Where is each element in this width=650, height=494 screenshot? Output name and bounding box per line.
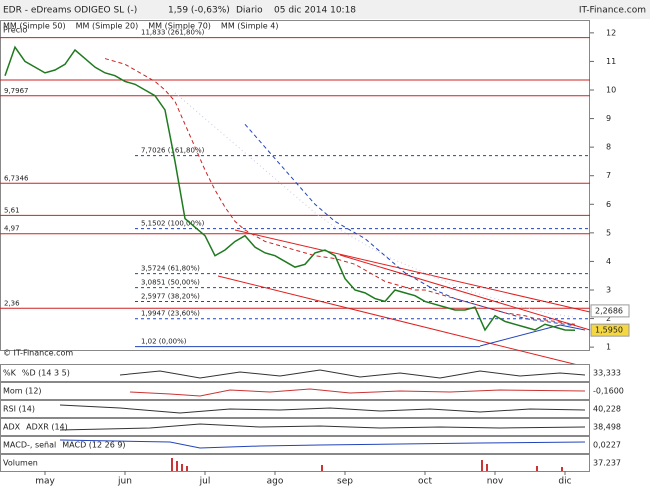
header-bar (0, 0, 650, 19)
support-line (559, 324, 586, 331)
indicator-label: Mom (12) (3, 387, 42, 396)
trend-line (339, 254, 591, 331)
trend-line (234, 229, 591, 313)
y-tick-label: 9 (606, 114, 611, 123)
level-label: 2,36 (4, 299, 20, 307)
y-axis-label: Precio (3, 26, 27, 35)
y-tick-label: 1 (606, 343, 611, 352)
datetime: 05 dic 2014 10:18 (274, 6, 356, 16)
legend-entry: MM (Simple 50) (3, 22, 66, 31)
indicator-panels (0, 364, 590, 472)
price-tag (590, 323, 630, 337)
x-tick-label: may (35, 477, 55, 487)
price-tag-label: 2,2686 (595, 306, 623, 315)
legend-entry: MM (Simple 20) (76, 22, 139, 31)
indicator-label: RSI (14) (3, 405, 35, 414)
level-label: 2,5977 (38,20%) (141, 292, 200, 300)
indicator-label: MACD-, señal (3, 441, 56, 450)
indicator-value: 0,0227 (593, 441, 621, 450)
indicator-label: ADX (3, 423, 21, 432)
level-label: 3,5724 (61,80%) (141, 265, 200, 273)
panel (0, 418, 590, 436)
level-label: 3,0851 (50,00%) (141, 279, 200, 287)
y-tick-label: 2 (606, 314, 611, 323)
quote: 1,59 (-0,63%) (168, 6, 230, 16)
level-label: 6,7346 (4, 174, 29, 182)
x-tick-label: sep (337, 477, 353, 487)
trend-line (217, 275, 591, 369)
x-tick-label: ago (267, 477, 284, 487)
title: EDR - eDreams ODIGEO SL (-) (3, 6, 137, 16)
y-tick-label: 10 (606, 86, 616, 95)
y-tick-label: 5 (606, 228, 611, 237)
support-line (479, 324, 561, 347)
x-tick-label: jun (117, 477, 132, 487)
panel (0, 382, 590, 400)
x-tick-label: dic (558, 477, 571, 487)
level-label: 9,7967 (4, 87, 29, 95)
y-tick-label: 6 (606, 200, 611, 209)
price-tag-label: 1,5950 (595, 326, 623, 335)
indicator-value: 33,333 (593, 369, 621, 378)
level-label: 5,1502 (100,00%) (141, 220, 205, 228)
level-label: 1,02 (0,00%) (141, 338, 187, 346)
indicator-value: 38,498 (593, 423, 621, 432)
level-label: 4,97 (4, 225, 20, 233)
x-tick-label: jul (199, 477, 211, 487)
volume-bars (171, 458, 563, 471)
level-label: 11,833 (261,80%) (141, 29, 205, 37)
level-label: 1,9947 (23,60%) (141, 310, 200, 318)
y-tick-label: 4 (606, 257, 611, 266)
y-tick-label: 12 (606, 28, 616, 37)
series-line (4, 45, 576, 332)
y-tick-label: 7 (606, 171, 611, 180)
price-tag (590, 304, 630, 318)
mom-line (129, 388, 586, 397)
period: Diario (236, 6, 263, 16)
copyright: © IT-Finance.com (3, 349, 73, 358)
indicator-label: %D (14 3 5) (22, 369, 70, 378)
legend-entry: MM (Simple 4) (221, 22, 279, 31)
macd-line (59, 439, 586, 449)
y-tick-label: 11 (606, 57, 616, 66)
level-label: 5,61 (4, 206, 20, 214)
x-tick-label: nov (487, 477, 504, 487)
y-tick-label: 8 (606, 143, 611, 152)
panel (0, 454, 590, 472)
series-line (104, 58, 576, 325)
indicator-value: 40,228 (593, 405, 621, 414)
stoch-line (119, 369, 586, 379)
rsi-line (59, 404, 586, 414)
indicator-value: 37.237 (593, 459, 621, 468)
indicator-value: -0,1600 (593, 387, 624, 396)
x-tick-label: oct (418, 477, 432, 487)
site: IT-Finance.com (579, 6, 646, 16)
indicator-label: Volumen (3, 459, 38, 468)
indicator-label: ADXR (14) (26, 423, 68, 432)
indicator-label: MACD (12 26 9) (62, 441, 125, 450)
indicator-label: %K (3, 369, 17, 378)
legend-entry: MM (Simple 70) (148, 22, 211, 31)
adx-line (59, 423, 586, 431)
series-line (244, 123, 576, 327)
y-tick-label: 3 (606, 286, 611, 295)
panel (0, 364, 590, 382)
